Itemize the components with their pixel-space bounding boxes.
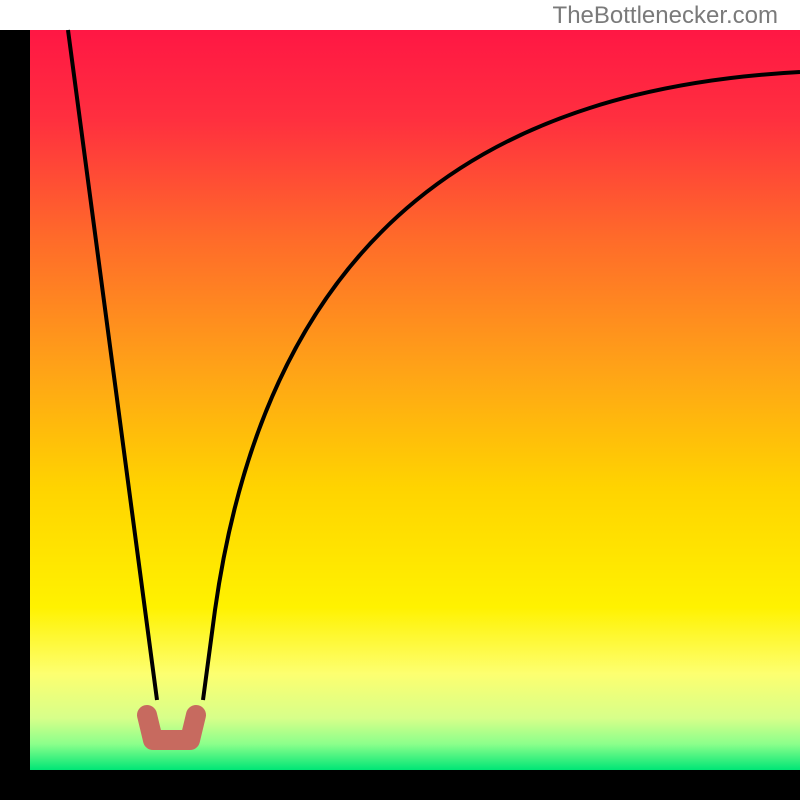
chart-container: TheBottlenecker.com xyxy=(0,0,800,800)
frame-left xyxy=(0,30,30,800)
watermark-text: TheBottlenecker.com xyxy=(553,2,778,30)
chart-plot-area xyxy=(30,30,800,770)
frame-bottom xyxy=(0,770,800,800)
